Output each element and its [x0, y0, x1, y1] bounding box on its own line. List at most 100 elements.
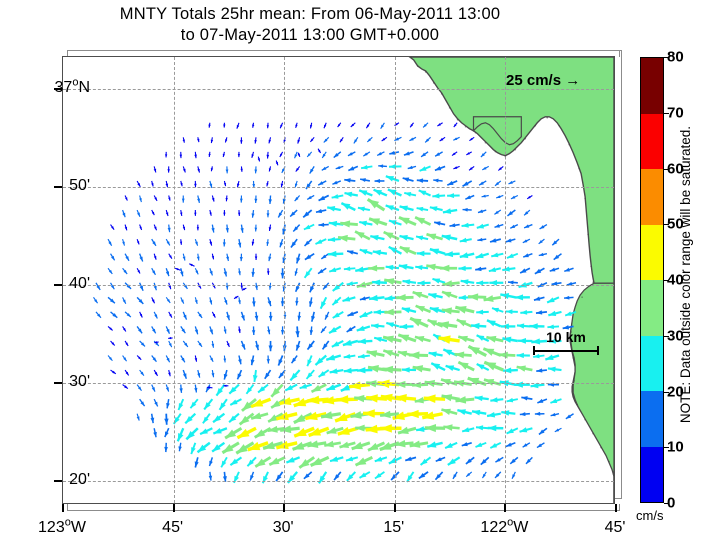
current-vector [548, 338, 562, 344]
current-vector [409, 316, 429, 328]
current-vector [223, 355, 227, 363]
current-vector [266, 122, 270, 129]
current-vector [107, 238, 113, 246]
current-vector [197, 137, 200, 143]
current-vector [339, 441, 356, 449]
current-vector [153, 195, 158, 202]
current-vector [167, 224, 171, 233]
current-vector [266, 355, 270, 364]
current-vector [124, 340, 129, 347]
current-vector [368, 265, 385, 272]
current-vector [168, 253, 173, 259]
current-vector [471, 409, 487, 416]
current-vector [416, 178, 429, 183]
current-vector [297, 311, 302, 321]
current-vector [323, 122, 327, 129]
current-vector [416, 250, 431, 257]
current-vector [122, 267, 128, 275]
current-vector [194, 210, 197, 216]
current-vector [498, 351, 516, 359]
current-vector [182, 224, 186, 231]
current-vector [506, 397, 519, 403]
current-vector [164, 413, 169, 425]
current-vector [224, 137, 228, 143]
current-vector [182, 253, 186, 261]
x-tick-label-3: 15' [383, 519, 405, 536]
current-vector [297, 137, 301, 144]
current-vector [225, 166, 229, 174]
current-vector [500, 293, 516, 300]
current-vector [306, 194, 315, 201]
current-vector [139, 369, 145, 376]
current-vector [510, 194, 519, 200]
current-vector [553, 253, 562, 261]
current-vector [318, 369, 330, 378]
current-vector [404, 191, 417, 197]
current-vector [197, 311, 203, 319]
current-vector [554, 427, 562, 433]
current-vector [354, 230, 371, 241]
current-vector [399, 323, 414, 330]
current-vector [194, 355, 198, 362]
current-vector [539, 224, 548, 230]
current-vector [480, 151, 487, 158]
current-vector [520, 309, 533, 315]
current-vector [452, 471, 458, 480]
colorbar-tick-1 [664, 447, 669, 449]
current-vector [522, 238, 531, 244]
current-vector [342, 296, 356, 303]
current-vector [251, 268, 255, 277]
current-vector [399, 245, 417, 255]
current-vector [208, 151, 211, 158]
current-vector [233, 471, 240, 484]
current-vector [373, 336, 388, 343]
current-vector [441, 394, 460, 402]
current-vector [211, 195, 215, 202]
page-title: MNTY Totals 25hr mean: From 06-May-2011 … [0, 4, 620, 46]
current-vector [335, 165, 344, 170]
current-vector [240, 224, 244, 233]
current-vector [139, 311, 143, 318]
colorbar-tick-7 [664, 112, 669, 114]
current-vector [182, 311, 188, 320]
y-tick-2 [54, 284, 62, 286]
current-vector [223, 180, 227, 187]
axes-3d-shell-bottom [67, 504, 620, 511]
current-vector [257, 156, 261, 162]
current-vector [321, 340, 330, 350]
current-vector [124, 224, 128, 231]
current-vector [437, 321, 458, 330]
current-vector [402, 279, 417, 285]
current-vector [407, 409, 429, 419]
current-vector [486, 412, 501, 418]
current-vector [266, 180, 269, 187]
current-vector [458, 265, 472, 272]
current-vector [95, 311, 102, 319]
current-vector [295, 326, 300, 338]
current-vector [165, 384, 170, 392]
current-vector [153, 428, 157, 438]
current-vector [503, 367, 518, 374]
current-vector [372, 279, 387, 286]
current-vector [222, 151, 226, 158]
current-vector [546, 296, 560, 304]
current-vector [197, 340, 203, 348]
current-vector [167, 166, 170, 173]
current-vector [309, 136, 315, 143]
current-vector [441, 307, 460, 315]
current-vector [537, 282, 548, 288]
current-vector [295, 253, 301, 264]
current-vector [122, 238, 126, 246]
current-vector [317, 180, 327, 186]
current-vector [209, 209, 212, 216]
current-vector [351, 441, 371, 451]
current-vector [397, 333, 417, 343]
current-vector [326, 383, 342, 392]
current-vector [285, 456, 301, 464]
current-vector [514, 381, 530, 388]
colorbar [640, 57, 664, 503]
current-vector [251, 209, 255, 218]
current-vector [226, 340, 230, 348]
current-vector [293, 426, 315, 438]
current-vector [221, 441, 240, 455]
